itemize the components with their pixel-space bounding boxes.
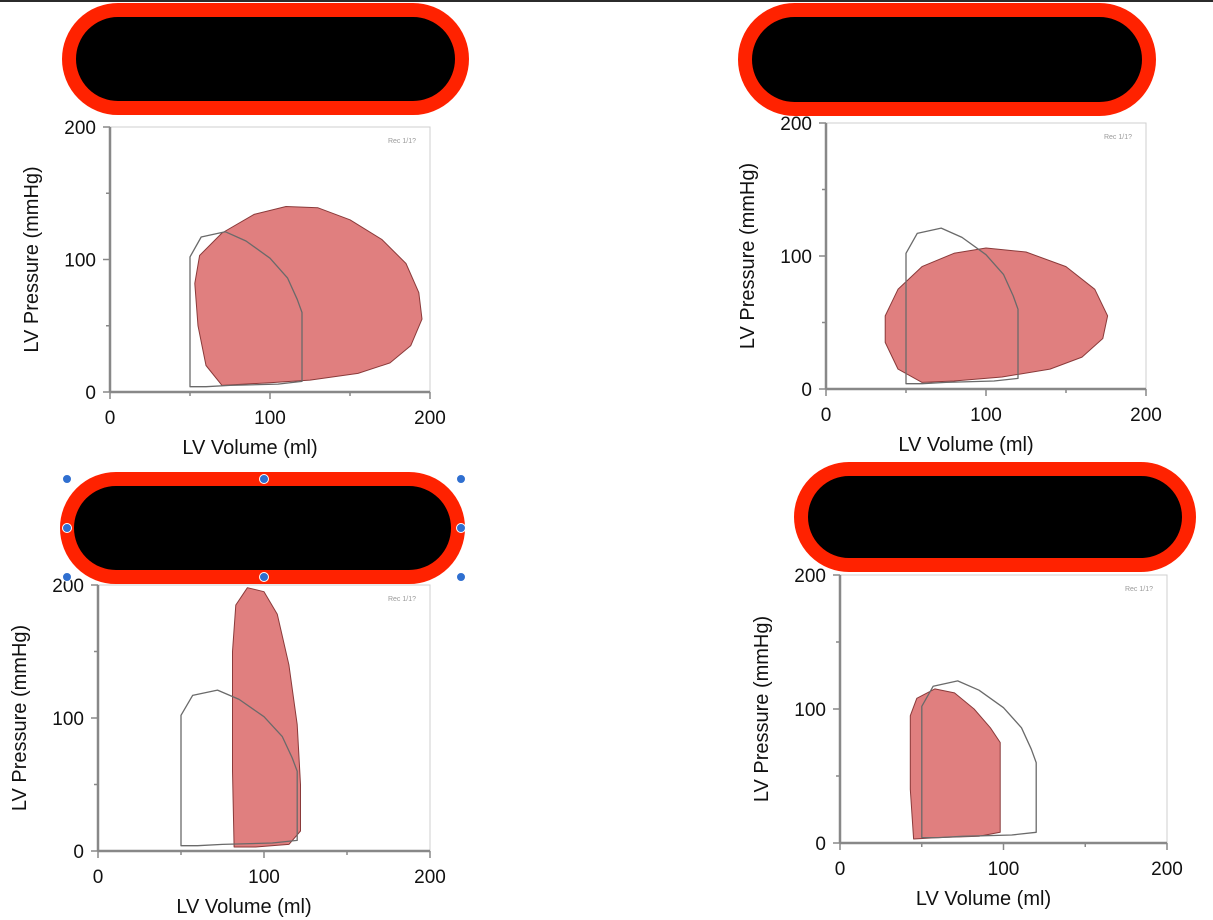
y-tick-label: 0: [801, 380, 812, 401]
altered-pv-loop-1: [194, 206, 423, 386]
x-tick-label: 200: [414, 867, 446, 888]
altered-pv-loop-2: [884, 247, 1109, 383]
plot-watermark-2: Rec 1/1?: [1104, 134, 1132, 141]
x-tick-label: 0: [821, 405, 832, 426]
redacted-title-1: [62, 3, 469, 115]
y-tick-label: 0: [73, 842, 84, 863]
baseline-pv-loop-2: [905, 227, 1019, 385]
resize-handle-top-right[interactable]: [456, 474, 466, 484]
redacted-title-4: [794, 462, 1196, 572]
resize-handle-top-center[interactable]: [259, 474, 269, 484]
x-tick-label: 100: [970, 405, 1002, 426]
y-tick-label: 200: [52, 576, 84, 597]
y-tick-label: 200: [64, 118, 96, 139]
x-tick-label: 200: [1130, 405, 1162, 426]
y-axis-title-1: LV Pressure (mmHg): [21, 166, 43, 352]
x-axis-title-3: LV Volume (ml): [176, 896, 311, 918]
plot-watermark-4: Rec 1/1?: [1125, 586, 1153, 593]
pv-loop-panel-3: 0 100 200 0 100 200 LV Volume (ml) LV Pressure …: [0, 0, 600, 920]
resize-handle-bottom-center[interactable]: [259, 572, 269, 582]
x-axis-title-1: LV Volume (ml): [182, 437, 317, 459]
x-axis-title-4: LV Volume (ml): [916, 888, 1051, 910]
x-tick-label: 100: [248, 867, 280, 888]
y-axis-title-3: LV Pressure (mmHg): [9, 625, 31, 811]
x-tick-label: 100: [988, 859, 1020, 880]
y-tick-label: 100: [780, 247, 812, 268]
y-tick-label: 100: [64, 251, 96, 272]
y-tick-label: 0: [85, 383, 96, 404]
pv-loop-panel-1: 0 100 200 0 100 200 LV Volume (ml) LV Pressure …: [0, 0, 600, 460]
top-divider-line: [0, 0, 1213, 2]
resize-handle-top-left[interactable]: [62, 474, 72, 484]
x-tick-label: 200: [414, 408, 446, 429]
y-axis-title-2: LV Pressure (mmHg): [737, 163, 759, 349]
pv-loop-panel-2: 0 100 200 0 100 200 LV Volume (ml) LV Pressure …: [737, 114, 1162, 456]
y-tick-label: 100: [794, 700, 826, 721]
baseline-pv-loop-4: [921, 680, 1037, 839]
y-tick-label: 0: [815, 834, 826, 855]
baseline-pv-loop-3: [180, 689, 298, 847]
redacted-title-2: [738, 3, 1156, 116]
pv-loop-chart-3: 0 100 200 0 100 200 LV Volume (ml) LV Pressure …: [9, 576, 446, 918]
plot-watermark-3: Rec 1/1?: [388, 596, 416, 603]
y-tick-label: 100: [52, 709, 84, 730]
pv-loop-chart-2: 0 100 200 0 100 200 LV Volume (ml) LV Pressure …: [737, 114, 1162, 456]
baseline-pv-loop-1: [189, 231, 303, 388]
y-tick-label: 200: [794, 566, 826, 587]
redacted-title-3[interactable]: [60, 472, 465, 584]
altered-pv-loop-3: [232, 587, 301, 848]
x-tick-label: 0: [105, 408, 116, 429]
resize-handle-bottom-right[interactable]: [456, 572, 466, 582]
x-tick-label: 200: [1151, 859, 1183, 880]
resize-handle-bottom-left[interactable]: [62, 572, 72, 582]
y-axis-title-4: LV Pressure (mmHg): [751, 616, 773, 802]
pv-loop-chart-1: 0 100 200 0 100 200 LV Volume (ml) LV Pressure …: [21, 118, 446, 459]
x-tick-label: 0: [835, 859, 846, 880]
x-tick-label: 0: [93, 867, 104, 888]
plot-frame-4: [839, 574, 1168, 844]
x-tick-label: 100: [254, 408, 286, 429]
resize-handle-middle-right[interactable]: [456, 523, 466, 533]
y-tick-label: 200: [780, 114, 812, 135]
x-axis-title-2: LV Volume (ml): [898, 434, 1033, 456]
resize-handle-middle-left[interactable]: [62, 523, 72, 533]
plot-watermark-1: Rec 1/1?: [388, 138, 416, 145]
